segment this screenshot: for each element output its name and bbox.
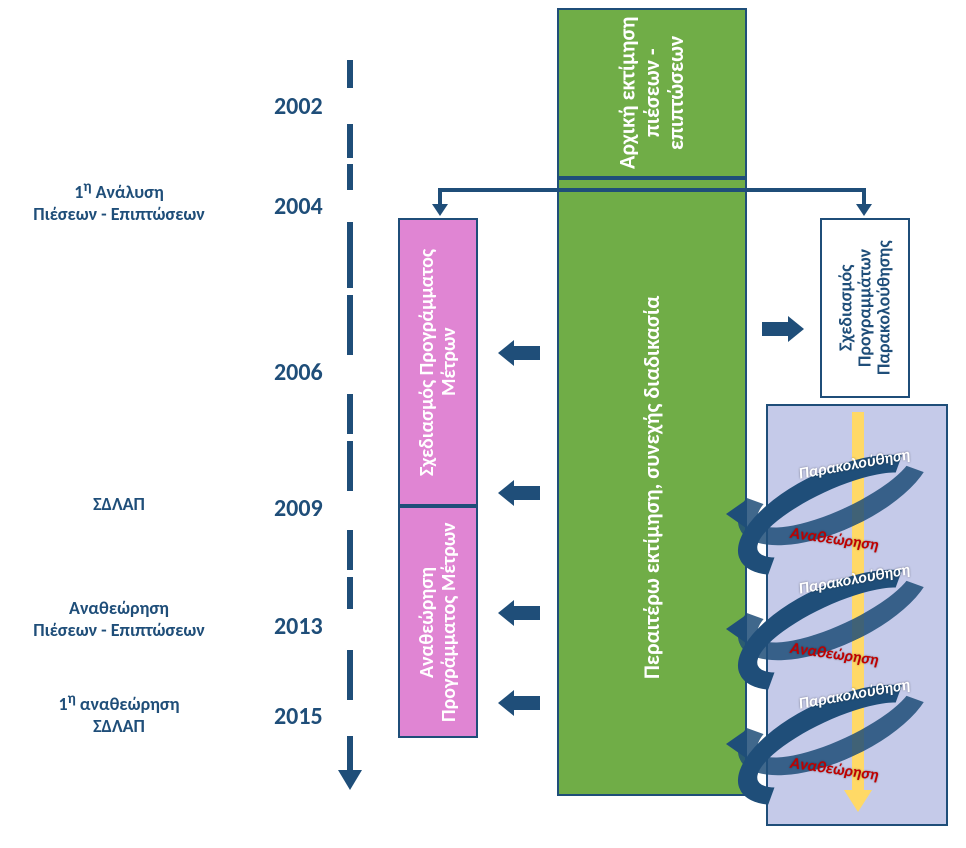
- box-green-top-label: Αρχική εκτίμηση πιέσεων - επιπτώσεων: [559, 10, 745, 176]
- year-2009: 2009: [274, 494, 323, 523]
- spiral-enter-head: [726, 615, 746, 643]
- year-2006: 2006: [274, 358, 323, 387]
- axis-seg: [347, 164, 353, 190]
- year-2015: 2015: [274, 702, 323, 731]
- spiral-enter-head: [726, 730, 746, 758]
- axis-seg: [347, 394, 353, 434]
- axis-seg: [347, 60, 353, 88]
- axis-seg: [347, 650, 353, 700]
- label-text: 1η αναθεώρησηΣΔΛΑΠ: [58, 693, 179, 737]
- label-text: 1η ΑνάλυσηΠιέσεων - Επιπτώσεων: [33, 181, 205, 225]
- connector-horizontal: [438, 188, 866, 192]
- axis-seg: [347, 124, 353, 158]
- axis-seg: [347, 295, 353, 355]
- arrow-right-icon: [762, 316, 804, 342]
- box-green-top: Αρχική εκτίμηση πιέσεων - επιπτώσεων: [557, 8, 747, 178]
- timeline-arrowhead: [338, 770, 362, 790]
- label-text: ΑναθεώρησηΠιέσεων - Επιπτώσεων: [33, 597, 205, 641]
- year-2002: 2002: [274, 92, 323, 121]
- spiral-enter-head: [726, 500, 746, 528]
- connector-left-head: [432, 204, 448, 216]
- box-pink-top-label: Σχεδιασμός Προγράμματος Μέτρων: [400, 220, 476, 504]
- box-white-right: Σχεδιασμός Προγραμμάτων Παρακολούθησης: [820, 218, 910, 398]
- arrow-left-icon: [498, 600, 540, 626]
- axis-seg: [347, 736, 353, 772]
- box-pink-bottom-label: Αναθεώρηση Προγράμματος Μέτρων: [400, 508, 476, 736]
- axis-seg: [347, 577, 353, 609]
- spiral-yellow-head: [844, 790, 872, 812]
- timeline-label-2013: ΑναθεώρησηΠιέσεων - Επιπτώσεων: [10, 598, 228, 641]
- year-2004: 2004: [274, 192, 323, 221]
- timeline-label-2004: 1η ΑνάλυσηΠιέσεων - Επιπτώσεων: [10, 178, 228, 225]
- connector-right-head: [856, 204, 872, 216]
- axis-seg: [347, 530, 353, 570]
- arrow-left-icon: [498, 480, 540, 506]
- timeline-label-2015: 1η αναθεώρησηΣΔΛΑΠ: [10, 690, 228, 737]
- box-pink-bottom: Αναθεώρηση Προγράμματος Μέτρων: [398, 506, 478, 738]
- box-green-main: Περαιτέρω εκτίμηση, συνεχής διαδικασία: [557, 178, 747, 796]
- year-2013: 2013: [274, 612, 323, 641]
- arrow-left-icon: [498, 340, 540, 366]
- box-green-main-label: Περαιτέρω εκτίμηση, συνεχής διαδικασία: [559, 180, 745, 794]
- box-white-right-label: Σχεδιασμός Προγραμμάτων Παρακολούθησης: [822, 220, 908, 396]
- arrow-left-icon: [498, 690, 540, 716]
- axis-seg: [347, 441, 353, 491]
- axis-seg: [347, 222, 353, 288]
- label-text: ΣΔΛΑΠ: [93, 493, 145, 515]
- box-pink-top: Σχεδιασμός Προγράμματος Μέτρων: [398, 218, 478, 506]
- timeline-label-2009: ΣΔΛΑΠ: [10, 494, 228, 516]
